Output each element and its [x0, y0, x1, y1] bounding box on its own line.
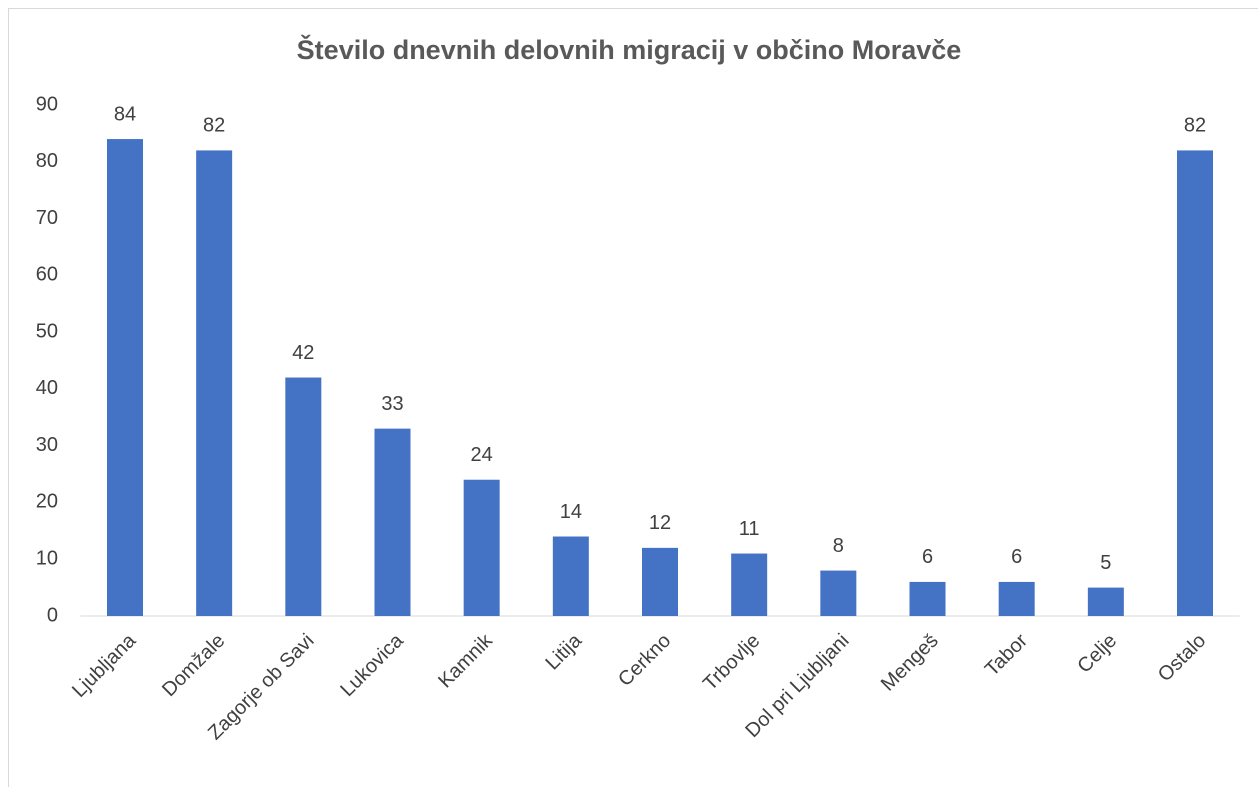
data-label: 5: [1100, 552, 1111, 574]
data-label: 42: [292, 342, 314, 364]
bar: [106, 139, 143, 617]
data-label: 8: [833, 535, 844, 557]
y-tick-label: 90: [36, 93, 58, 115]
y-tick-label: 40: [36, 377, 58, 399]
bar: [1177, 150, 1214, 616]
data-label: 82: [203, 115, 225, 137]
y-tick-label: 20: [36, 491, 58, 513]
bar: [909, 581, 946, 616]
y-tick-label: 10: [36, 548, 58, 570]
bar: [552, 536, 589, 616]
chart-title: Število dnevnih delovnih migracij v obči…: [297, 34, 962, 65]
bar: [1087, 587, 1124, 616]
y-tick-label: 70: [36, 207, 58, 229]
data-label: 24: [471, 444, 493, 466]
bar: [374, 428, 411, 616]
bar: [285, 377, 322, 616]
y-tick-label: 0: [47, 604, 58, 626]
data-label: 6: [1011, 546, 1022, 568]
y-tick-label: 30: [36, 434, 58, 456]
bar: [196, 150, 233, 616]
bar: [463, 479, 500, 616]
bar: [731, 553, 768, 616]
data-label: 84: [114, 103, 136, 125]
bar: [820, 570, 857, 616]
data-label: 33: [381, 393, 403, 415]
bar: [998, 581, 1035, 616]
data-label: 14: [560, 501, 582, 523]
y-tick-label: 50: [36, 320, 58, 342]
data-label: 12: [649, 512, 671, 534]
y-tick-label: 80: [36, 150, 58, 172]
data-label: 6: [922, 546, 933, 568]
y-tick-label: 60: [36, 264, 58, 286]
bar: [642, 547, 678, 616]
data-label: 82: [1184, 115, 1206, 137]
data-label: 11: [739, 518, 760, 540]
